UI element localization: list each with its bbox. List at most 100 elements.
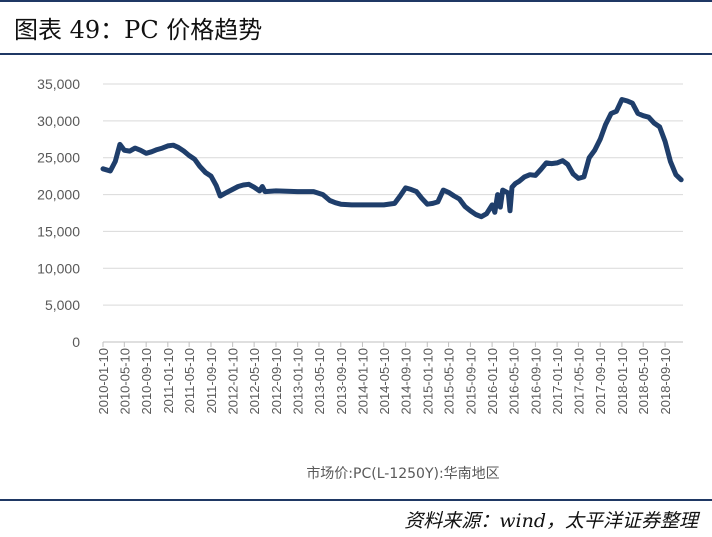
title-divider bbox=[0, 53, 712, 55]
data-point bbox=[109, 169, 112, 173]
data-point bbox=[114, 160, 117, 163]
data-point bbox=[436, 200, 439, 204]
data-point bbox=[463, 205, 467, 208]
data-point bbox=[321, 193, 325, 196]
y-tick-label: 25,000 bbox=[37, 150, 80, 166]
data-point bbox=[604, 123, 607, 126]
data-point bbox=[263, 190, 267, 193]
x-tick-label: 2012-09-10 bbox=[269, 348, 284, 415]
data-point bbox=[550, 162, 553, 165]
x-tick-label: 2013-05-10 bbox=[312, 348, 327, 415]
data-point bbox=[193, 158, 196, 161]
data-point bbox=[501, 188, 504, 192]
data-point bbox=[182, 149, 185, 153]
data-point bbox=[447, 191, 450, 194]
x-tick-label: 2014-05-10 bbox=[377, 348, 392, 415]
data-point bbox=[469, 209, 472, 212]
source-note: 资料来源：wind，太平洋证券整理 bbox=[404, 510, 698, 532]
data-point bbox=[177, 146, 180, 149]
data-point bbox=[571, 172, 575, 176]
x-tick-label: 2018-09-10 bbox=[658, 348, 673, 415]
data-point bbox=[652, 121, 656, 125]
y-tick-label: 15,000 bbox=[37, 223, 80, 239]
x-tick-label: 2014-09-10 bbox=[399, 348, 414, 415]
data-point bbox=[534, 174, 537, 177]
y-tick-label: 0 bbox=[72, 334, 80, 350]
x-tick-label: 2011-09-10 bbox=[204, 348, 219, 414]
data-point bbox=[508, 209, 512, 212]
data-point bbox=[420, 197, 423, 200]
data-point bbox=[274, 189, 278, 193]
data-point bbox=[328, 199, 331, 202]
data-point bbox=[172, 144, 175, 147]
data-point bbox=[452, 194, 456, 198]
x-tick-label: 2015-01-10 bbox=[420, 348, 435, 415]
data-point bbox=[499, 205, 502, 209]
data-point bbox=[593, 149, 596, 152]
source-divider bbox=[0, 499, 712, 501]
data-point bbox=[123, 149, 126, 152]
data-point bbox=[658, 125, 661, 128]
line-chart: 0 5,000 10,000 15,000 20,000 25,000 30,000 35,0… bbox=[37, 76, 684, 482]
y-tick-label: 10,000 bbox=[37, 260, 80, 276]
top-border bbox=[0, 0, 712, 2]
data-point bbox=[566, 163, 569, 166]
data-point bbox=[242, 183, 245, 187]
data-point bbox=[393, 202, 396, 205]
data-point bbox=[674, 173, 678, 176]
x-tick-label: 2013-09-10 bbox=[334, 348, 349, 415]
x-tick-label: 2011-05-10 bbox=[182, 348, 197, 414]
x-tick-label: 2018-05-10 bbox=[636, 348, 651, 415]
x-tick-label: 2012-01-10 bbox=[226, 348, 241, 415]
x-tick-label: 2010-01-10 bbox=[96, 348, 111, 415]
data-point bbox=[680, 178, 683, 181]
data-point bbox=[101, 167, 105, 170]
data-point bbox=[426, 203, 429, 206]
data-point bbox=[258, 189, 261, 193]
data-point bbox=[155, 148, 159, 151]
x-tick-label: 2015-09-10 bbox=[463, 348, 478, 415]
data-point bbox=[166, 144, 169, 148]
data-point bbox=[507, 191, 510, 195]
figure-title: 图表 49：PC 价格趋势 bbox=[14, 16, 263, 44]
data-point bbox=[620, 98, 624, 101]
data-point bbox=[133, 146, 137, 150]
x-tick-label: 2013-01-10 bbox=[291, 348, 306, 415]
legend-label: 市场价:PC(L-1250Y):华南地区 bbox=[306, 465, 499, 482]
data-point bbox=[599, 138, 602, 141]
data-point bbox=[442, 188, 445, 192]
data-point bbox=[474, 213, 477, 216]
data-point bbox=[480, 215, 483, 218]
data-point bbox=[609, 112, 613, 115]
data-point bbox=[118, 143, 122, 146]
x-tick-label: 2014-01-10 bbox=[355, 348, 370, 415]
data-point bbox=[626, 99, 629, 103]
data-point bbox=[510, 186, 514, 189]
data-point bbox=[215, 184, 218, 187]
data-point bbox=[382, 203, 385, 207]
data-point bbox=[458, 197, 461, 201]
data-point bbox=[296, 190, 299, 193]
data-point bbox=[361, 203, 364, 207]
x-tick-label: 2016-01-10 bbox=[485, 348, 500, 415]
data-point bbox=[247, 183, 250, 186]
x-tick-label: 2012-05-10 bbox=[247, 348, 262, 415]
data-point bbox=[636, 112, 640, 115]
x-tick-label: 2016-09-10 bbox=[528, 348, 543, 415]
data-point bbox=[198, 165, 202, 168]
data-point bbox=[631, 102, 634, 105]
data-point bbox=[496, 193, 499, 196]
data-point bbox=[517, 180, 521, 183]
data-point bbox=[261, 185, 264, 188]
y-tick-label: 20,000 bbox=[37, 187, 80, 203]
data-point bbox=[150, 150, 153, 153]
x-tick-label: 2015-05-10 bbox=[442, 348, 457, 415]
data-point bbox=[523, 175, 526, 179]
data-point bbox=[236, 185, 240, 188]
x-tick-label: 2017-09-10 bbox=[593, 348, 608, 415]
data-point bbox=[231, 188, 234, 191]
x-tick-label: 2016-05-10 bbox=[507, 348, 522, 415]
data-point bbox=[588, 156, 591, 159]
data-point bbox=[252, 186, 256, 189]
